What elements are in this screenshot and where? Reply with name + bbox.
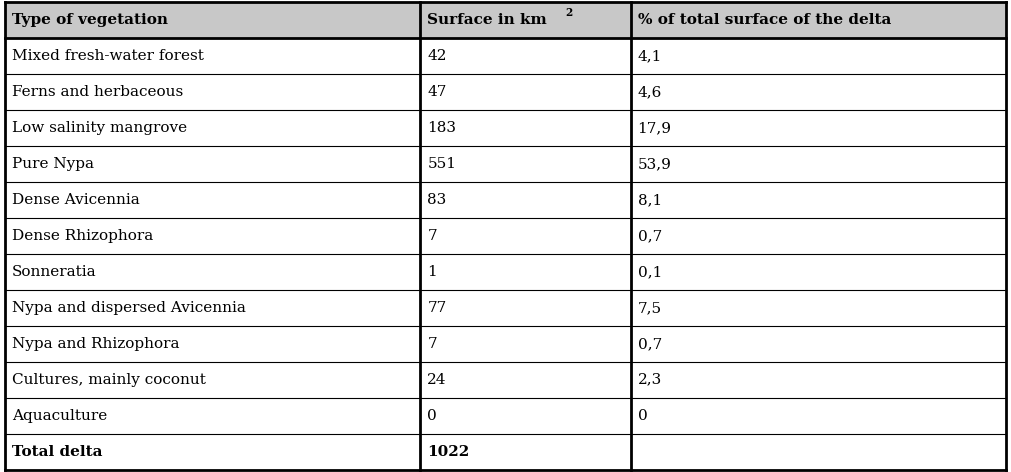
Bar bbox=[5, 398, 421, 434]
Text: Mixed fresh-water forest: Mixed fresh-water forest bbox=[12, 49, 204, 63]
Text: Cultures, mainly coconut: Cultures, mainly coconut bbox=[12, 373, 206, 387]
Text: Surface in km: Surface in km bbox=[428, 13, 547, 27]
Text: 7,5: 7,5 bbox=[638, 301, 662, 315]
Bar bbox=[631, 326, 1006, 362]
Bar bbox=[5, 38, 421, 74]
Bar bbox=[5, 326, 421, 362]
Text: 183: 183 bbox=[428, 121, 456, 135]
Text: 551: 551 bbox=[428, 157, 456, 171]
Text: 4,1: 4,1 bbox=[638, 49, 662, 63]
Text: 83: 83 bbox=[428, 193, 447, 207]
Bar bbox=[421, 2, 631, 38]
Bar bbox=[631, 2, 1006, 38]
Bar bbox=[5, 254, 421, 290]
Bar bbox=[5, 2, 421, 38]
Text: Total delta: Total delta bbox=[12, 445, 102, 459]
Bar bbox=[631, 254, 1006, 290]
Bar bbox=[5, 290, 421, 326]
Bar bbox=[421, 74, 631, 110]
Text: 53,9: 53,9 bbox=[638, 157, 671, 171]
Bar bbox=[421, 362, 631, 398]
Text: Aquaculture: Aquaculture bbox=[12, 409, 107, 423]
Bar bbox=[631, 146, 1006, 182]
Text: Nypa and Rhizophora: Nypa and Rhizophora bbox=[12, 337, 180, 351]
Bar bbox=[631, 182, 1006, 218]
Bar bbox=[5, 110, 421, 146]
Bar bbox=[421, 182, 631, 218]
Bar bbox=[631, 110, 1006, 146]
Text: 1: 1 bbox=[428, 265, 437, 279]
Bar bbox=[5, 146, 421, 182]
Text: Low salinity mangrove: Low salinity mangrove bbox=[12, 121, 187, 135]
Text: 2,3: 2,3 bbox=[638, 373, 662, 387]
Text: Ferns and herbaceous: Ferns and herbaceous bbox=[12, 85, 183, 99]
Bar bbox=[5, 434, 421, 470]
Bar bbox=[631, 218, 1006, 254]
Bar bbox=[631, 290, 1006, 326]
Text: 0,1: 0,1 bbox=[638, 265, 662, 279]
Text: Sonneratia: Sonneratia bbox=[12, 265, 97, 279]
Text: 0: 0 bbox=[428, 409, 437, 423]
Bar bbox=[631, 38, 1006, 74]
Bar bbox=[421, 290, 631, 326]
Bar bbox=[631, 398, 1006, 434]
Bar bbox=[421, 110, 631, 146]
Bar bbox=[421, 326, 631, 362]
Bar bbox=[421, 398, 631, 434]
Bar bbox=[631, 74, 1006, 110]
Bar bbox=[421, 434, 631, 470]
Text: 8,1: 8,1 bbox=[638, 193, 662, 207]
Text: 0,7: 0,7 bbox=[638, 229, 662, 243]
Bar bbox=[421, 254, 631, 290]
Bar bbox=[421, 38, 631, 74]
Text: 7: 7 bbox=[428, 337, 437, 351]
Text: % of total surface of the delta: % of total surface of the delta bbox=[638, 13, 891, 27]
Text: Pure Nypa: Pure Nypa bbox=[12, 157, 94, 171]
Bar bbox=[631, 434, 1006, 470]
Text: 7: 7 bbox=[428, 229, 437, 243]
Text: 77: 77 bbox=[428, 301, 447, 315]
Text: 2: 2 bbox=[565, 7, 573, 18]
Text: 17,9: 17,9 bbox=[638, 121, 671, 135]
Text: Dense Avicennia: Dense Avicennia bbox=[12, 193, 140, 207]
Text: 4,6: 4,6 bbox=[638, 85, 662, 99]
Text: 47: 47 bbox=[428, 85, 447, 99]
Text: Type of vegetation: Type of vegetation bbox=[12, 13, 168, 27]
Text: 42: 42 bbox=[428, 49, 447, 63]
Bar bbox=[631, 362, 1006, 398]
Text: Nypa and dispersed Avicennia: Nypa and dispersed Avicennia bbox=[12, 301, 246, 315]
Text: 0,7: 0,7 bbox=[638, 337, 662, 351]
Text: 24: 24 bbox=[428, 373, 447, 387]
Bar bbox=[5, 74, 421, 110]
Text: 1022: 1022 bbox=[428, 445, 470, 459]
Bar bbox=[5, 362, 421, 398]
Text: Dense Rhizophora: Dense Rhizophora bbox=[12, 229, 154, 243]
Bar bbox=[421, 218, 631, 254]
Bar bbox=[421, 146, 631, 182]
Bar bbox=[5, 218, 421, 254]
Text: 0: 0 bbox=[638, 409, 647, 423]
Bar bbox=[5, 182, 421, 218]
